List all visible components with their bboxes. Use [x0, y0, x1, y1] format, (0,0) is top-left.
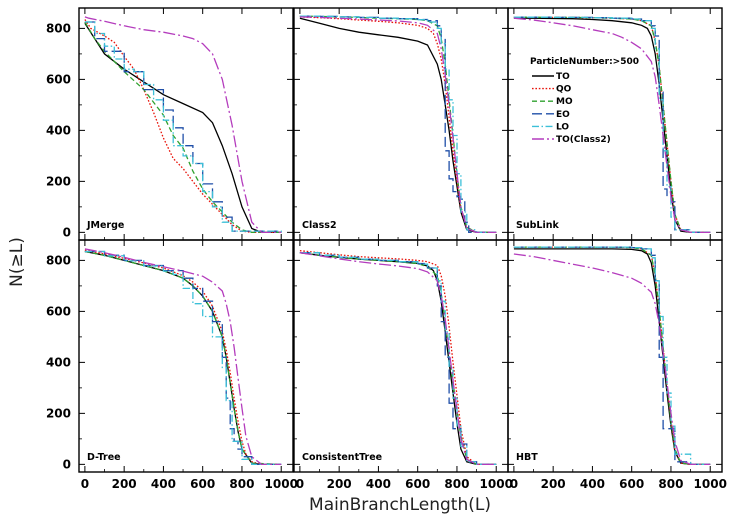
legend-entry: QO — [556, 85, 572, 95]
panel-label: SubLink — [516, 220, 559, 231]
series-line-toclass2 — [513, 17, 711, 234]
series-line-mo — [84, 21, 282, 234]
series-line-to — [513, 17, 711, 234]
x-tick-label: 800 — [229, 477, 254, 491]
x-tick-label: 400 — [580, 477, 605, 491]
series-line-lo — [513, 246, 711, 466]
panel-consistenttree: 0 200 400 600 800 1000 ConsistentTree — [293, 239, 513, 491]
legend-entry: TO(Class2) — [556, 135, 611, 145]
series-line-eo — [513, 16, 711, 234]
y-tick-label: 600 — [46, 304, 71, 318]
legend-entry: EO — [556, 110, 570, 120]
x-tick-label: 200 — [112, 477, 137, 491]
x-tick-label: 200 — [541, 477, 566, 491]
x-tick-label: 0 — [81, 477, 89, 491]
series-line-lo — [84, 250, 282, 466]
panel-sublink: SubLink ParticleNumber:>500 TO QO MO EO LO TO(C… — [507, 7, 723, 241]
legend-entry: MO — [556, 97, 573, 107]
series-line-to — [513, 248, 711, 466]
panel-frame — [507, 239, 723, 473]
series-line-toclass2 — [299, 16, 497, 234]
legend-entry: TO — [556, 72, 570, 82]
legend-entry: LO — [556, 122, 569, 132]
legend: ParticleNumber:>500 TO QO MO EO LO TO(Class2) — [530, 57, 639, 145]
series-group — [299, 250, 497, 466]
series-line-lo — [84, 21, 282, 233]
panel-jmerge: 0 200 400 600 800 JMerge — [46, 7, 294, 241]
y-tick-label: 400 — [46, 355, 71, 369]
series-line-mo — [513, 246, 711, 466]
panel-label: HBT — [516, 452, 538, 463]
series-line-mo — [299, 15, 497, 234]
series-line-eo — [299, 15, 497, 234]
legend-title: ParticleNumber:>500 — [530, 57, 639, 67]
series-line-qo — [84, 19, 282, 234]
series-group — [513, 16, 711, 234]
series-line-qo — [299, 250, 497, 466]
series-line-qo — [513, 16, 711, 234]
series-line-to — [84, 22, 282, 234]
series-group — [84, 248, 282, 466]
series-line-mo — [299, 252, 497, 466]
x-tick-label: 600 — [190, 477, 215, 491]
panel-frame — [78, 239, 294, 473]
panel-frame — [293, 7, 509, 241]
panel-label: Class2 — [302, 220, 337, 231]
series-line-toclass2 — [84, 16, 282, 234]
y-tick-label: 200 — [46, 406, 71, 420]
y-tick-label: 0 — [63, 225, 71, 239]
x-tick-label: 600 — [405, 477, 430, 491]
series-group — [513, 246, 711, 466]
x-tick-label: 400 — [366, 477, 391, 491]
series-line-qo — [84, 249, 282, 466]
x-tick-label: 600 — [619, 477, 644, 491]
x-tick-label: 400 — [151, 477, 176, 491]
series-line-toclass2 — [513, 253, 711, 466]
panel-frame — [293, 239, 509, 473]
x-axis-label: MainBranchLength(L) — [309, 495, 491, 515]
y-tick-label: 600 — [46, 72, 71, 86]
x-tick-label: 1000 — [480, 477, 513, 491]
series-line-toclass2 — [84, 248, 282, 466]
series-line-to — [299, 17, 497, 234]
series-group — [84, 16, 282, 234]
series-line-lo — [299, 252, 497, 466]
series-line-mo — [84, 250, 282, 466]
x-tick-label: 800 — [658, 477, 683, 491]
panel-d-tree: 0 200 400 600 800 1000 0 200 400 600 800 D-Tree — [46, 239, 298, 491]
x-tick-label: 0 — [510, 477, 518, 491]
series-line-lo — [513, 16, 711, 234]
panel-label: ConsistentTree — [302, 452, 382, 463]
series-line-lo — [299, 15, 497, 234]
x-tick-label: 1000 — [265, 477, 298, 491]
series-line-qo — [299, 16, 497, 234]
y-tick-label: 800 — [46, 21, 71, 35]
x-tick-label: 0 — [296, 477, 304, 491]
series-line-toclass2 — [299, 252, 497, 466]
y-tick-label: 0 — [63, 457, 71, 471]
x-tick-label: 1000 — [694, 477, 727, 491]
x-tick-label: 200 — [327, 477, 352, 491]
series-line-eo — [84, 250, 282, 466]
series-group — [299, 15, 497, 234]
y-tick-label: 400 — [46, 123, 71, 137]
y-tick-label: 200 — [46, 174, 71, 188]
series-line-to — [299, 252, 497, 466]
panel-label: D-Tree — [87, 452, 121, 463]
series-line-eo — [299, 252, 497, 466]
panel-hbt: 0 200 400 600 800 1000 HBT — [507, 239, 727, 491]
y-axis-label: N(≥L) — [7, 237, 27, 287]
y-tick-label: 800 — [46, 253, 71, 267]
series-line-to — [84, 250, 282, 466]
series-line-eo — [513, 246, 711, 466]
panel-class2: Class2 — [293, 7, 509, 241]
series-line-mo — [513, 16, 711, 234]
panel-frame — [78, 7, 294, 241]
x-tick-label: 800 — [444, 477, 469, 491]
series-line-qo — [513, 246, 711, 466]
panel-frame — [507, 7, 723, 241]
panel-label: JMerge — [86, 220, 124, 231]
